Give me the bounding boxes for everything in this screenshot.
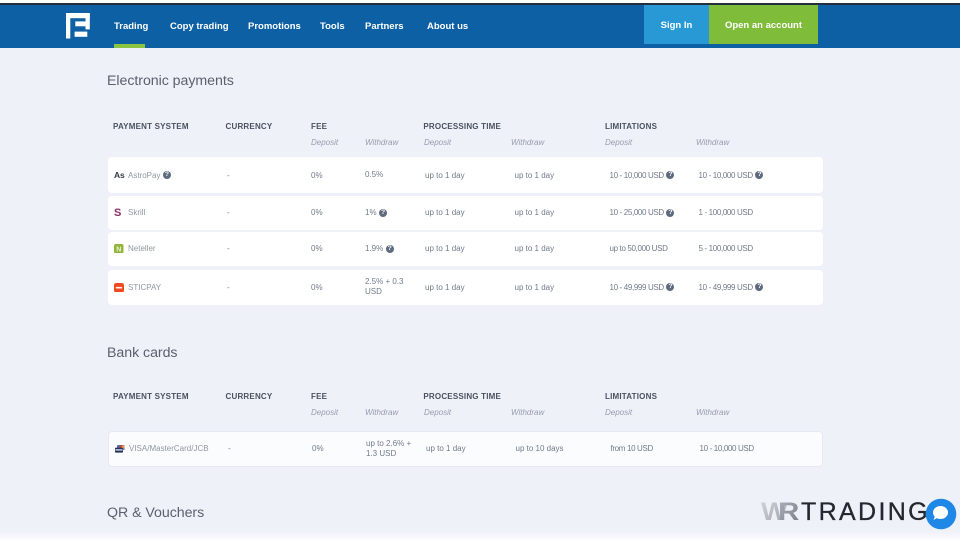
svg-text:R: R	[778, 497, 800, 525]
svg-text:W: W	[761, 497, 788, 525]
svg-text:TRADING: TRADING	[801, 498, 930, 526]
svg-text:N: N	[116, 246, 121, 253]
